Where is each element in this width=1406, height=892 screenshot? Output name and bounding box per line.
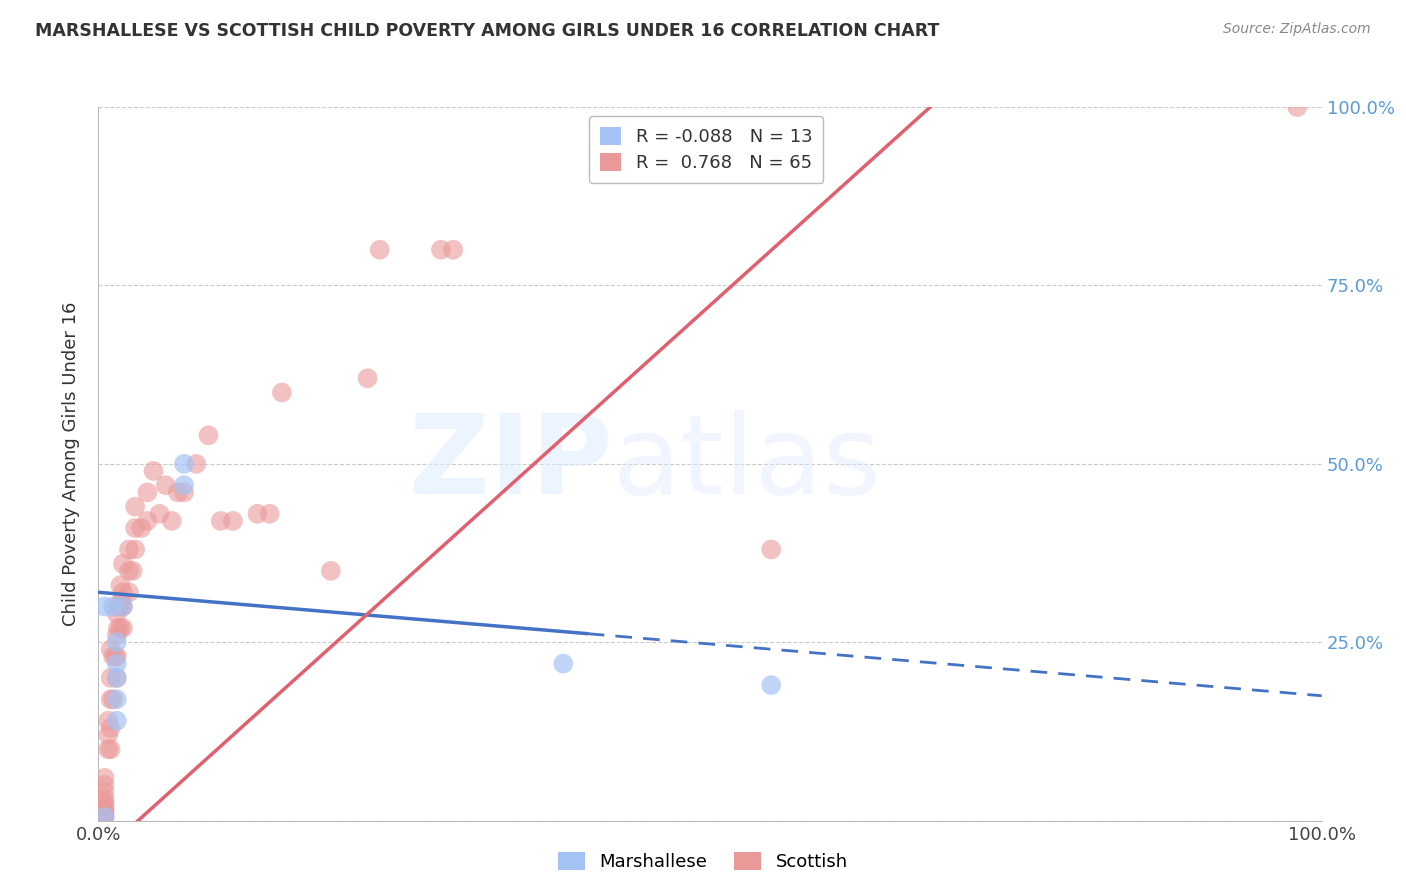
Point [93,771,115,785]
Point [100,721,122,735]
Point [761,542,783,557]
Point [167,485,190,500]
Point [197,428,219,442]
Point [111,599,134,614]
Point [93,799,115,814]
Point [430,243,453,257]
Point [118,564,141,578]
Text: Source: ZipAtlas.com: Source: ZipAtlas.com [1223,22,1371,37]
Point [246,507,269,521]
Point [105,628,128,642]
Point [173,485,195,500]
Point [149,507,172,521]
Point [93,803,115,817]
Point [441,243,464,257]
Point [100,671,122,685]
Point [104,649,127,664]
Point [186,457,208,471]
Point [97,728,120,742]
Point [110,599,132,614]
Point [97,714,120,728]
Point [105,635,128,649]
Point [107,621,129,635]
Point [319,564,342,578]
Point [93,808,115,822]
Point [93,810,115,824]
Point [93,810,115,824]
Point [136,485,159,500]
Text: atlas: atlas [612,410,880,517]
Point [107,599,129,614]
Point [124,521,146,535]
Point [101,649,124,664]
Text: MARSHALLESE VS SCOTTISH CHILD POVERTY AMONG GIRLS UNDER 16 CORRELATION CHART: MARSHALLESE VS SCOTTISH CHILD POVERTY AM… [35,22,939,40]
Point [97,742,120,756]
Point [356,371,378,385]
Point [105,671,128,685]
Point [270,385,294,400]
Point [209,514,232,528]
Point [105,607,128,621]
Point [761,678,783,692]
Legend: Marshallese, Scottish: Marshallese, Scottish [551,845,855,879]
Point [111,621,134,635]
Point [553,657,575,671]
Point [259,507,281,521]
Point [173,457,195,471]
Point [136,514,159,528]
Point [105,692,128,706]
Point [142,464,165,478]
Point [118,585,141,599]
Point [100,692,122,706]
Point [100,642,122,657]
Point [93,778,115,792]
Point [105,714,128,728]
Point [110,578,132,592]
Point [93,796,115,810]
Point [111,592,134,607]
Point [93,805,115,819]
Point [121,564,143,578]
Point [155,478,177,492]
Point [111,585,134,599]
Point [129,521,152,535]
Point [222,514,245,528]
Text: ZIP: ZIP [409,410,612,517]
Point [93,599,115,614]
Point [100,742,122,756]
Y-axis label: Child Poverty Among Girls Under 16: Child Poverty Among Girls Under 16 [62,301,80,626]
Point [105,657,128,671]
Point [118,542,141,557]
Point [105,671,128,685]
Point [124,542,146,557]
Point [160,514,183,528]
Point [93,785,115,799]
Point [93,792,115,806]
Point [368,243,391,257]
Point [101,599,124,614]
Point [1286,100,1309,114]
Point [111,557,134,571]
Legend: R = -0.088   N = 13, R =  0.768   N = 65: R = -0.088 N = 13, R = 0.768 N = 65 [589,116,824,183]
Point [173,478,195,492]
Point [124,500,146,514]
Point [111,599,134,614]
Point [105,649,128,664]
Point [101,692,124,706]
Point [110,621,132,635]
